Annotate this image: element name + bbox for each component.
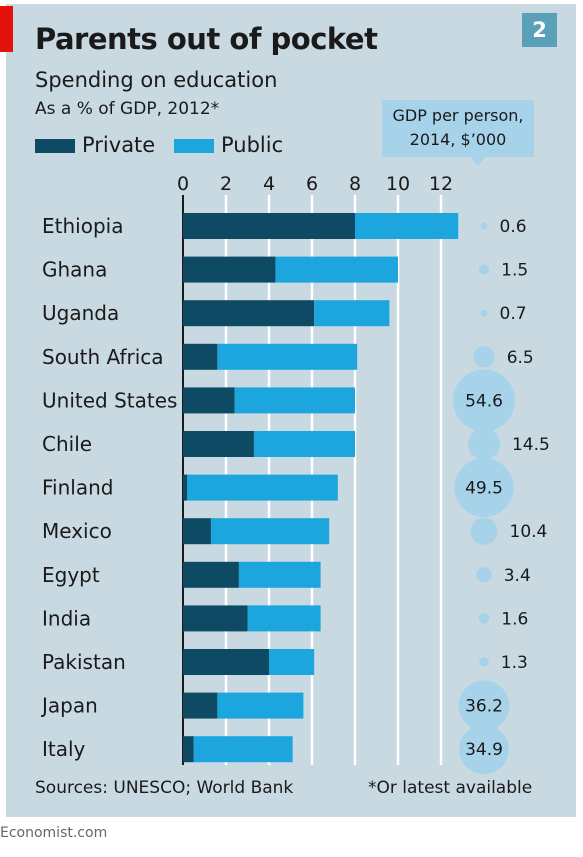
bar-private (183, 387, 235, 414)
category-label: Pakistan (42, 650, 126, 674)
gdp-value-label: 3.4 (504, 566, 531, 586)
bar-private (183, 518, 211, 545)
category-label: Italy (42, 737, 86, 761)
gdp-value-label: 10.4 (510, 522, 548, 542)
category-label: Finland (42, 476, 113, 500)
bar-public (355, 213, 459, 239)
gdp-bubble (453, 369, 515, 432)
gdp-value-label: 1.3 (501, 653, 528, 673)
x-tick-label: 10 (386, 173, 410, 195)
gdp-bubble (478, 613, 490, 624)
gdp-bubble (454, 458, 514, 518)
bar-public (247, 605, 321, 632)
x-tick-label: 0 (177, 173, 189, 195)
category-label: Ethiopia (42, 214, 123, 238)
gdp-callout-line-1: GDP per person, (392, 106, 524, 125)
bar-public (234, 387, 355, 414)
bar-public (269, 649, 315, 675)
category-label: Ghana (42, 258, 107, 282)
category-label: Mexico (42, 519, 112, 543)
brand-footer: Economist.com (0, 825, 108, 841)
gdp-value-label: 1.6 (501, 609, 528, 629)
gdp-bubble (478, 264, 490, 275)
x-tick-label: 2 (220, 173, 232, 195)
gdp-value-label: 1.5 (501, 261, 528, 281)
sources-note: Sources: UNESCO; World Bank (35, 778, 294, 798)
category-label: Japan (40, 694, 98, 718)
gdp-value-label: 14.5 (512, 435, 550, 455)
legend-private-label: Private (82, 133, 156, 157)
bar-public (275, 256, 398, 283)
chart-units: As a % of GDP, 2012* (35, 99, 220, 119)
x-tick-label: 6 (306, 173, 318, 195)
bar-private (183, 431, 254, 457)
gdp-value-label: 54.6 (465, 391, 503, 411)
x-tick-label: 12 (429, 173, 453, 195)
gdp-callout: GDP per person, 2014, $’000 (382, 100, 534, 157)
chart-title: Parents out of pocket (35, 22, 378, 56)
gdp-bubble (480, 222, 488, 230)
chart-subtitle: Spending on education (35, 68, 278, 92)
gdp-callout-line-2: 2014, $’000 (409, 130, 507, 149)
bar-private (183, 605, 248, 632)
category-label: South Africa (42, 345, 164, 369)
gdp-value-label: 49.5 (465, 479, 503, 499)
bar-public (217, 343, 358, 370)
bar-public (217, 692, 304, 719)
bar-private (183, 256, 276, 283)
bar-private (183, 649, 269, 675)
x-tick-label: 8 (349, 173, 361, 195)
legend-public-swatch (174, 139, 214, 153)
gdp-bubble (480, 309, 488, 317)
bar-private (183, 561, 239, 588)
bar-public (210, 518, 330, 545)
legend-public-label: Public (221, 133, 284, 157)
chart-number-badge: 2 (522, 13, 557, 47)
gdp-bubble (470, 517, 498, 545)
gdp-value-label: 34.9 (465, 740, 503, 760)
bar-private (183, 692, 218, 719)
gdp-callout-pointer (471, 157, 485, 166)
category-label: Uganda (42, 301, 119, 325)
legend-private-swatch (35, 139, 75, 153)
gdp-value-label: 36.2 (465, 697, 503, 717)
gdp-bubble (468, 428, 500, 460)
bar-private (183, 343, 218, 370)
footnote: *Or latest available (368, 778, 533, 798)
gdp-bubble (479, 657, 489, 667)
bar-private (183, 736, 194, 763)
bar-public (314, 300, 390, 327)
bar-public (187, 474, 338, 501)
gdp-bubble (458, 680, 510, 731)
bar-public (193, 736, 293, 763)
category-label: Egypt (42, 563, 100, 587)
gdp-bubble (476, 567, 492, 583)
gdp-bubble (473, 346, 495, 368)
gdp-value-label: 0.6 (500, 217, 527, 237)
bar-private (183, 300, 315, 327)
gdp-value-label: 6.5 (507, 348, 534, 368)
bar-public (238, 561, 321, 588)
category-label: United States (42, 388, 177, 412)
bar-private (183, 474, 188, 501)
gdp-value-label: 0.7 (500, 304, 527, 324)
economist-red-tab (0, 6, 13, 52)
category-label: India (42, 606, 91, 630)
category-label: Chile (42, 432, 92, 456)
x-tick-label: 4 (263, 173, 275, 195)
bar-public (253, 431, 355, 457)
gdp-bubble (459, 724, 509, 774)
bar-private (183, 213, 355, 239)
